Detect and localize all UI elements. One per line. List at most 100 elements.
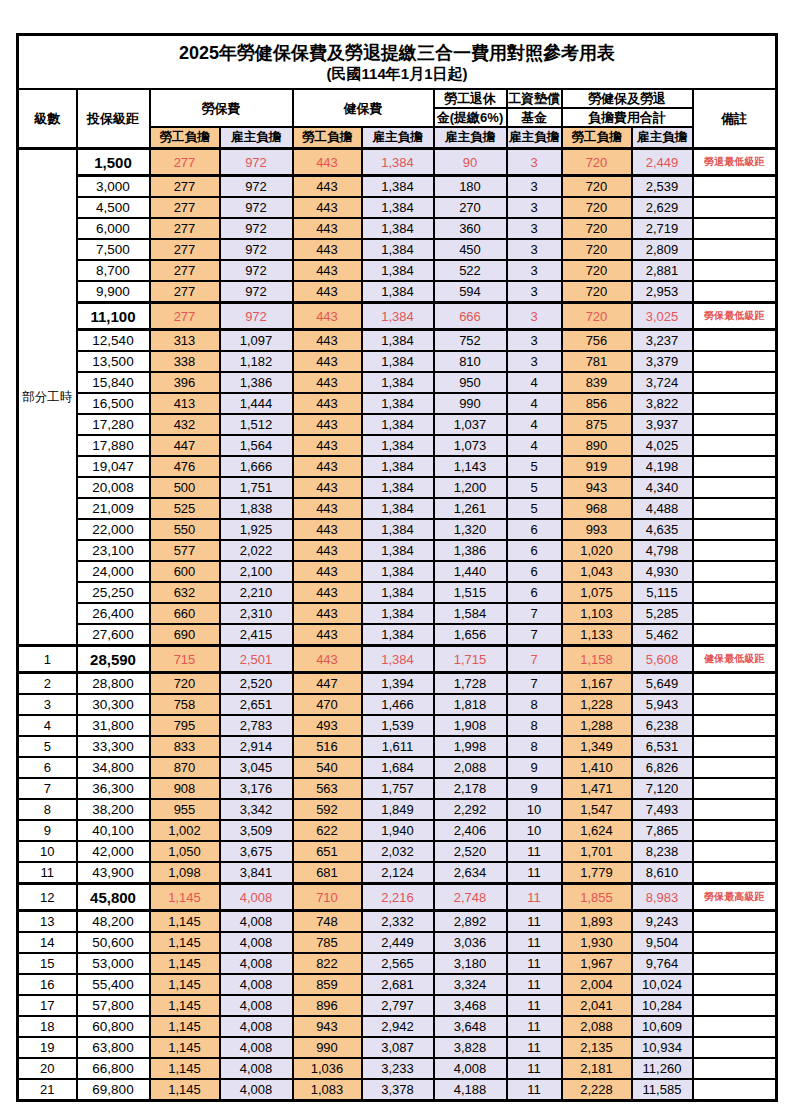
value-cell-total-employer: 5,285	[632, 603, 693, 624]
value-cell-total-employee: 1,471	[562, 778, 632, 799]
value-cell-wage-fund-employer: 3	[507, 351, 562, 372]
value-cell-pension-employer: 360	[434, 218, 507, 239]
remark-cell	[693, 841, 777, 862]
value-cell-health-employer: 1,757	[362, 778, 434, 799]
value-cell-total-employee: 1,043	[562, 561, 632, 582]
value-cell-pension-employer: 3,324	[434, 974, 507, 995]
value-cell-labor-employee: 908	[150, 778, 220, 799]
value-cell-pension-employer: 3,468	[434, 995, 507, 1016]
value-cell-health-employee: 443	[293, 197, 362, 218]
value-cell-pension-employer: 752	[434, 330, 507, 352]
value-cell-labor-employer: 4,008	[220, 1079, 293, 1101]
bracket-cell: 13,500	[77, 351, 150, 372]
col-header-labor-insurance: 勞保費	[150, 89, 293, 127]
remark-cell: 勞退最低級距	[693, 149, 777, 176]
value-cell-pension-employer: 950	[434, 372, 507, 393]
value-cell-total-employee: 968	[562, 498, 632, 519]
value-cell-labor-employer: 4,008	[220, 884, 293, 911]
value-cell-health-employer: 1,384	[362, 176, 434, 198]
value-cell-health-employer: 1,384	[362, 646, 434, 673]
value-cell-health-employee: 785	[293, 932, 362, 953]
value-cell-health-employer: 1,384	[362, 498, 434, 519]
value-cell-labor-employee: 1,145	[150, 1079, 220, 1101]
value-cell-pension-employer: 450	[434, 239, 507, 260]
value-cell-wage-fund-employer: 11	[507, 1037, 562, 1058]
value-cell-pension-employer: 522	[434, 260, 507, 281]
col-header-total-line1: 勞健保及勞退	[562, 89, 693, 108]
table-row: 部分工時1,5002779724431,3849037202,449勞退最低級距	[18, 149, 777, 176]
value-cell-health-employer: 1,384	[362, 281, 434, 303]
remark-cell	[693, 757, 777, 778]
subheader-total-employee: 勞工負擔	[562, 127, 632, 149]
value-cell-total-employer: 7,865	[632, 820, 693, 841]
level-cell: 21	[18, 1079, 77, 1101]
remark-cell	[693, 715, 777, 736]
value-cell-total-employee: 1,624	[562, 820, 632, 841]
value-cell-pension-employer: 90	[434, 149, 507, 176]
remark-cell	[693, 995, 777, 1016]
value-cell-labor-employer: 1,444	[220, 393, 293, 414]
level-cell: 10	[18, 841, 77, 862]
value-cell-total-employee: 875	[562, 414, 632, 435]
value-cell-wage-fund-employer: 11	[507, 884, 562, 911]
table-row: 20,0085001,7514431,3841,20059434,340	[18, 477, 777, 498]
value-cell-wage-fund-employer: 6	[507, 561, 562, 582]
bracket-cell: 15,840	[77, 372, 150, 393]
table-row: 1245,8001,1454,0087102,2162,748111,8558,…	[18, 884, 777, 911]
value-cell-labor-employer: 4,008	[220, 911, 293, 933]
title-row: 2025年勞健保保費及勞退提繳三合一費用對照參考用表 (民國114年1月1日起)	[18, 35, 777, 90]
value-cell-total-employer: 11,260	[632, 1058, 693, 1079]
value-cell-pension-employer: 1,143	[434, 456, 507, 477]
value-cell-health-employer: 2,124	[362, 862, 434, 884]
value-cell-wage-fund-employer: 11	[507, 911, 562, 933]
level-cell: 1	[18, 646, 77, 673]
bracket-cell: 33,300	[77, 736, 150, 757]
value-cell-total-employee: 720	[562, 149, 632, 176]
table-row: 17,8804471,5644431,3841,07348904,025	[18, 435, 777, 456]
value-cell-wage-fund-employer: 4	[507, 372, 562, 393]
value-cell-health-employee: 592	[293, 799, 362, 820]
table-row: 2066,8001,1454,0081,0363,2334,008112,181…	[18, 1058, 777, 1079]
value-cell-wage-fund-employer: 6	[507, 582, 562, 603]
value-cell-wage-fund-employer: 9	[507, 757, 562, 778]
value-cell-labor-employer: 3,176	[220, 778, 293, 799]
remark-cell	[693, 330, 777, 352]
value-cell-total-employer: 2,881	[632, 260, 693, 281]
value-cell-labor-employer: 3,841	[220, 862, 293, 884]
value-cell-labor-employee: 338	[150, 351, 220, 372]
value-cell-pension-employer: 1,908	[434, 715, 507, 736]
value-cell-health-employer: 2,216	[362, 884, 434, 911]
value-cell-labor-employee: 795	[150, 715, 220, 736]
value-cell-labor-employee: 720	[150, 673, 220, 695]
table-row: 11,1002779724431,38466637203,025勞保最低級距	[18, 303, 777, 330]
remark-cell	[693, 1016, 777, 1037]
table-row: 12,5403131,0974431,38475237563,237	[18, 330, 777, 352]
table-row: 26,4006602,3104431,3841,58471,1035,285	[18, 603, 777, 624]
value-cell-wage-fund-employer: 10	[507, 799, 562, 820]
bracket-cell: 31,800	[77, 715, 150, 736]
value-cell-health-employee: 710	[293, 884, 362, 911]
remark-cell	[693, 239, 777, 260]
value-cell-labor-employer: 2,100	[220, 561, 293, 582]
value-cell-total-employer: 10,284	[632, 995, 693, 1016]
bracket-cell: 12,540	[77, 330, 150, 352]
table-row: 19,0474761,6664431,3841,14359194,198	[18, 456, 777, 477]
table-row: 330,3007582,6514701,4661,81881,2285,943	[18, 694, 777, 715]
level-cell-part-time: 部分工時	[18, 149, 77, 646]
value-cell-pension-employer: 1,200	[434, 477, 507, 498]
bracket-cell: 38,200	[77, 799, 150, 820]
value-cell-total-employee: 1,930	[562, 932, 632, 953]
bracket-cell: 6,000	[77, 218, 150, 239]
remark-cell	[693, 736, 777, 757]
value-cell-total-employer: 9,764	[632, 953, 693, 974]
subheader-wage-fund-employer: 雇主負擔	[507, 127, 562, 149]
remark-cell	[693, 862, 777, 884]
value-cell-labor-employee: 432	[150, 414, 220, 435]
value-cell-wage-fund-employer: 4	[507, 414, 562, 435]
bracket-cell: 4,500	[77, 197, 150, 218]
value-cell-health-employer: 3,087	[362, 1037, 434, 1058]
value-cell-total-employer: 4,488	[632, 498, 693, 519]
value-cell-labor-employee: 277	[150, 303, 220, 330]
value-cell-wage-fund-employer: 7	[507, 673, 562, 695]
table-row: 736,3009083,1765631,7572,17891,4717,120	[18, 778, 777, 799]
